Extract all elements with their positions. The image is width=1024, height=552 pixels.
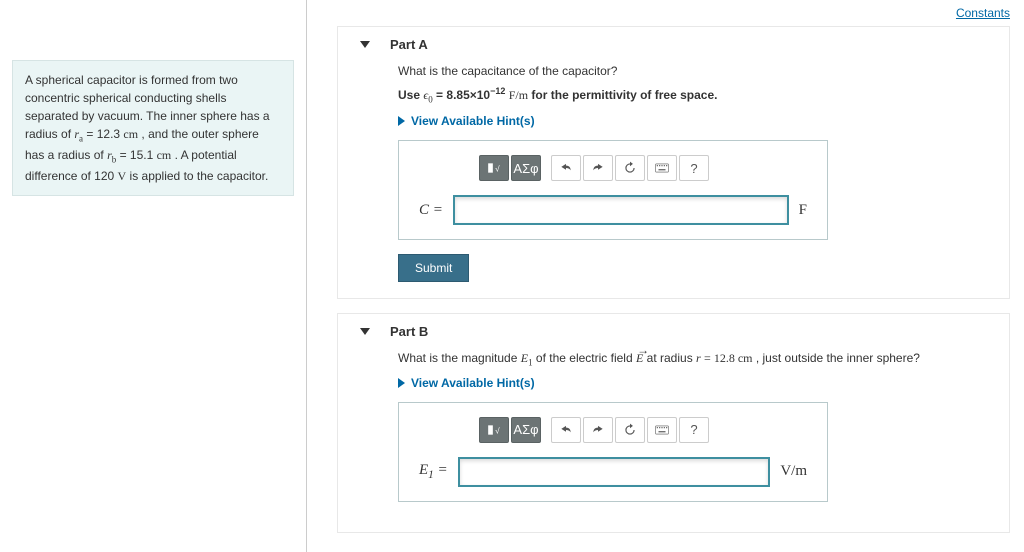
symbols-label-b: ΑΣφ	[513, 422, 538, 437]
help-button[interactable]: ?	[679, 417, 709, 443]
eps-unit: F/m	[509, 88, 528, 102]
r-unit: cm	[738, 351, 753, 365]
part-b-block: Part B What is the magnitude E1 of the e…	[337, 313, 1010, 532]
part-b-answer-box: √ ΑΣφ	[398, 402, 828, 502]
r-eq: = 12.8	[704, 351, 738, 365]
volt-unit: V	[118, 169, 127, 183]
caret-down-icon	[360, 41, 370, 48]
templates-icon: √	[487, 161, 501, 175]
help-label-b: ?	[690, 422, 697, 437]
part-b-hints-link[interactable]: View Available Hint(s)	[398, 376, 949, 390]
hints-label: View Available Hint(s)	[411, 114, 535, 128]
constants-link-wrap: Constants	[337, 6, 1010, 20]
templates-button[interactable]: √	[479, 417, 509, 443]
use-pre: Use	[398, 88, 423, 102]
redo-button[interactable]	[583, 417, 613, 443]
e1-sub: 1	[528, 358, 533, 368]
problem-statement: A spherical capacitor is formed from two…	[12, 60, 294, 196]
redo-icon	[591, 161, 605, 175]
undo-button[interactable]	[551, 417, 581, 443]
part-a-toolbar: √ ΑΣφ	[479, 155, 807, 181]
part-b-var: E1 =	[419, 462, 448, 481]
part-a-question: What is the capacitance of the capacitor…	[398, 64, 949, 78]
part-a-unit: F	[799, 202, 807, 219]
ra-unit: cm	[123, 127, 138, 141]
part-a-use-line: Use ϵ0 = 8.85×10−12 F/m for the permitti…	[398, 86, 949, 104]
symbols-button[interactable]: ΑΣφ	[511, 155, 541, 181]
symbols-button[interactable]: ΑΣφ	[511, 417, 541, 443]
eps-eq: = 8.85×10	[436, 88, 490, 102]
qb-mid2: at radius	[647, 351, 696, 365]
page-root: A spherical capacitor is formed from two…	[0, 0, 1024, 552]
rb-unit: cm	[157, 148, 172, 162]
part-b-title: Part B	[390, 324, 428, 339]
part-b-answer-input[interactable]	[458, 457, 771, 487]
right-column: Constants Part A What is the capacitance…	[307, 0, 1024, 552]
svg-text:√: √	[495, 165, 500, 174]
redo-button[interactable]	[583, 155, 613, 181]
part-a-title: Part A	[390, 37, 428, 52]
keyboard-icon	[655, 161, 669, 175]
ra-sub: a	[79, 133, 83, 143]
e1-symbol: E	[521, 351, 528, 365]
part-b-toolbar: √ ΑΣφ	[479, 417, 807, 443]
reset-icon	[623, 161, 637, 175]
part-a-answer-row: C = F	[419, 195, 807, 225]
rb-eq: = 15.1	[120, 148, 157, 162]
undo-button[interactable]	[551, 155, 581, 181]
part-b-body: What is the magnitude E1 of the electric…	[338, 349, 1009, 531]
svg-text:√: √	[495, 426, 500, 435]
part-b-unit: V/m	[780, 463, 807, 480]
undo-icon	[559, 423, 573, 437]
eps-exp: −12	[490, 86, 505, 96]
help-button[interactable]: ?	[679, 155, 709, 181]
undo-icon	[559, 161, 573, 175]
reset-button[interactable]	[615, 417, 645, 443]
part-b-header[interactable]: Part B	[338, 314, 1009, 349]
eq-b: =	[434, 462, 448, 478]
qb-post: , just outside the inner sphere?	[756, 351, 920, 365]
part-a-answer-box: √ ΑΣφ	[398, 140, 828, 240]
problem-text-4: is applied to the capacitor.	[130, 169, 269, 183]
part-a-block: Part A What is the capacitance of the ca…	[337, 26, 1010, 299]
var-e: E	[419, 462, 428, 478]
use-post: for the permittivity of free space.	[531, 88, 717, 102]
part-a-submit-button[interactable]: Submit	[398, 254, 469, 282]
reset-button[interactable]	[615, 155, 645, 181]
part-a-header[interactable]: Part A	[338, 27, 1009, 62]
caret-down-icon	[360, 328, 370, 335]
qb-pre: What is the magnitude	[398, 351, 521, 365]
help-label: ?	[690, 161, 697, 176]
r-symbol: r	[696, 351, 701, 365]
keyboard-button[interactable]	[647, 155, 677, 181]
part-b-answer-row: E1 = V/m	[419, 457, 807, 487]
eq-a: =	[429, 202, 443, 218]
ra-eq: = 12.3	[86, 127, 123, 141]
part-a-answer-input[interactable]	[453, 195, 789, 225]
keyboard-button[interactable]	[647, 417, 677, 443]
left-column: A spherical capacitor is formed from two…	[0, 0, 306, 552]
symbols-label: ΑΣφ	[513, 161, 538, 176]
eps-sub: 0	[428, 94, 433, 104]
rb-sub: b	[112, 154, 117, 164]
keyboard-icon	[655, 423, 669, 437]
reset-icon	[623, 423, 637, 437]
templates-button[interactable]: √	[479, 155, 509, 181]
constants-link[interactable]: Constants	[956, 6, 1010, 20]
part-b-question: What is the magnitude E1 of the electric…	[398, 351, 949, 367]
part-a-body: What is the capacitance of the capacitor…	[338, 62, 1009, 298]
redo-icon	[591, 423, 605, 437]
var-c: C	[419, 202, 429, 218]
hints-label-b: View Available Hint(s)	[411, 376, 535, 390]
part-a-hints-link[interactable]: View Available Hint(s)	[398, 114, 949, 128]
qb-mid1: of the electric field	[536, 351, 636, 365]
part-a-var: C =	[419, 202, 443, 219]
templates-icon: √	[487, 423, 501, 437]
